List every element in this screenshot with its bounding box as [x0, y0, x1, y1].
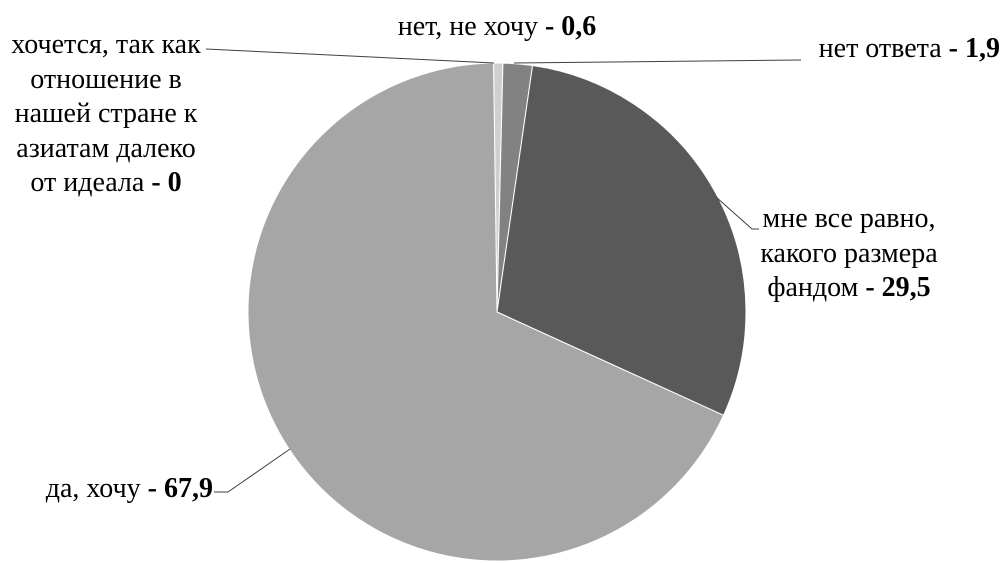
label-indifferent: мне все равно, какого размера фандом - 2… [751, 202, 947, 306]
leader-line-want-attitude [205, 48, 495, 64]
slice-value: - 0 [151, 167, 181, 198]
label-want-attitude: хочется, так как отношение в нашей стран… [3, 28, 209, 201]
slice-value: - 29,5 [865, 272, 930, 303]
slice-value-label: 0 [167, 167, 182, 198]
leader-line-no-answer [513, 59, 802, 64]
slice-label-text: хочется, так как отношение в нашей стран… [11, 29, 201, 198]
slice-value: - 67,9 [148, 473, 213, 504]
slice-value-label: 29,5 [881, 272, 931, 303]
leader-line-indifferent [715, 196, 759, 230]
slice-label-text: мне все равно, какого размера фандом [760, 203, 938, 303]
label-separator: - [865, 272, 875, 303]
label-yes-want: да, хочу - 67,9 [46, 472, 213, 507]
label-separator: - [544, 11, 555, 42]
leader-lines [205, 48, 802, 493]
label-separator: - [151, 167, 161, 198]
slice-label-text: да, хочу [45, 473, 141, 504]
slice-value-label: 0,6 [561, 11, 597, 42]
slice-value-label: 67,9 [164, 473, 213, 504]
label-no-dont-want: нет, не хочу - 0,6 [347, 10, 647, 45]
label-separator: - [147, 473, 157, 504]
slice-value-label: 1,9 [965, 33, 1000, 64]
label-separator: - [948, 33, 958, 64]
slice-label-text: нет ответа [818, 33, 942, 64]
slice-value: - 1,9 [949, 33, 1000, 64]
slice-indifferent [496, 64, 747, 416]
label-no-answer: нет ответа - 1,9 [819, 32, 1000, 67]
pie-slices [247, 62, 747, 562]
slice-value: - 0,6 [545, 11, 596, 42]
slice-yes-want [247, 62, 725, 562]
leader-line-yes-want [214, 448, 291, 493]
slice-label-text: нет, не хочу [397, 11, 538, 42]
